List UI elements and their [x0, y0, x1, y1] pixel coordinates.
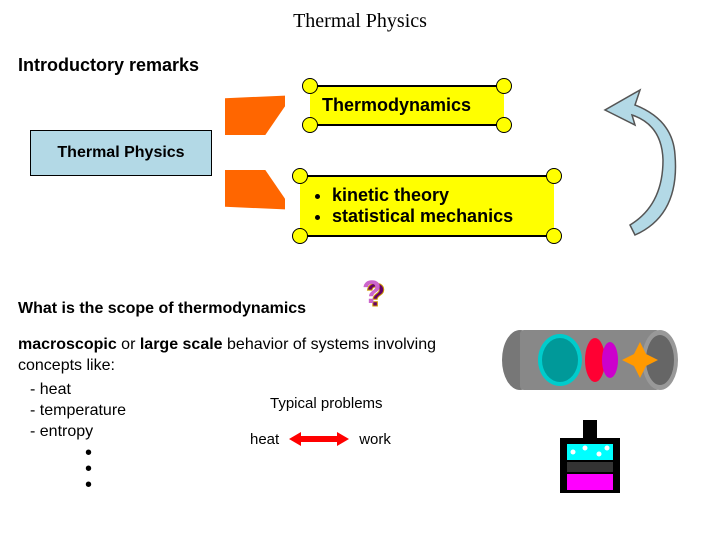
- page-title: Thermal Physics: [293, 10, 427, 33]
- arrow-to-thermodynamics: [225, 95, 285, 135]
- question-heading: What is the scope of thermodynamics: [18, 300, 306, 318]
- subtitle: Introductory remarks: [18, 55, 199, 76]
- concept-heat: - heat: [30, 380, 126, 401]
- scope-description: macroscopic or large scale behavior of s…: [18, 335, 458, 377]
- typical-problems-label: Typical problems: [270, 395, 383, 412]
- svg-text:?: ?: [362, 278, 382, 310]
- ellipsis-dots: •••: [85, 445, 92, 493]
- piston-icon: [555, 420, 625, 500]
- curved-arrow-icon: [580, 85, 690, 245]
- scroll2-list: kinetic theory statistical mechanics: [312, 185, 542, 227]
- arrow-to-kinetic: [225, 170, 285, 210]
- scope-or: or: [117, 336, 140, 353]
- scope-largescale: large scale: [140, 336, 223, 353]
- double-arrow-icon: [289, 430, 349, 448]
- concepts-list: - heat - temperature - entropy: [30, 380, 126, 442]
- work-label: work: [359, 431, 391, 448]
- heat-label: heat: [250, 431, 279, 448]
- concept-entropy: - entropy: [30, 422, 126, 443]
- scroll2-item2: statistical mechanics: [332, 206, 542, 227]
- turbine-icon: [490, 320, 690, 400]
- concept-temperature: - temperature: [30, 401, 126, 422]
- thermodynamics-scroll: Thermodynamics: [310, 85, 504, 126]
- thermal-physics-box: Thermal Physics: [30, 130, 212, 176]
- scope-macroscopic: macroscopic: [18, 336, 117, 353]
- question-mark-icon: ? ?: [360, 278, 390, 318]
- scroll1-text: Thermodynamics: [322, 95, 471, 115]
- kinetic-scroll: kinetic theory statistical mechanics: [300, 175, 554, 237]
- heat-work-row: heat work: [250, 430, 391, 448]
- scroll2-item1: kinetic theory: [332, 185, 542, 206]
